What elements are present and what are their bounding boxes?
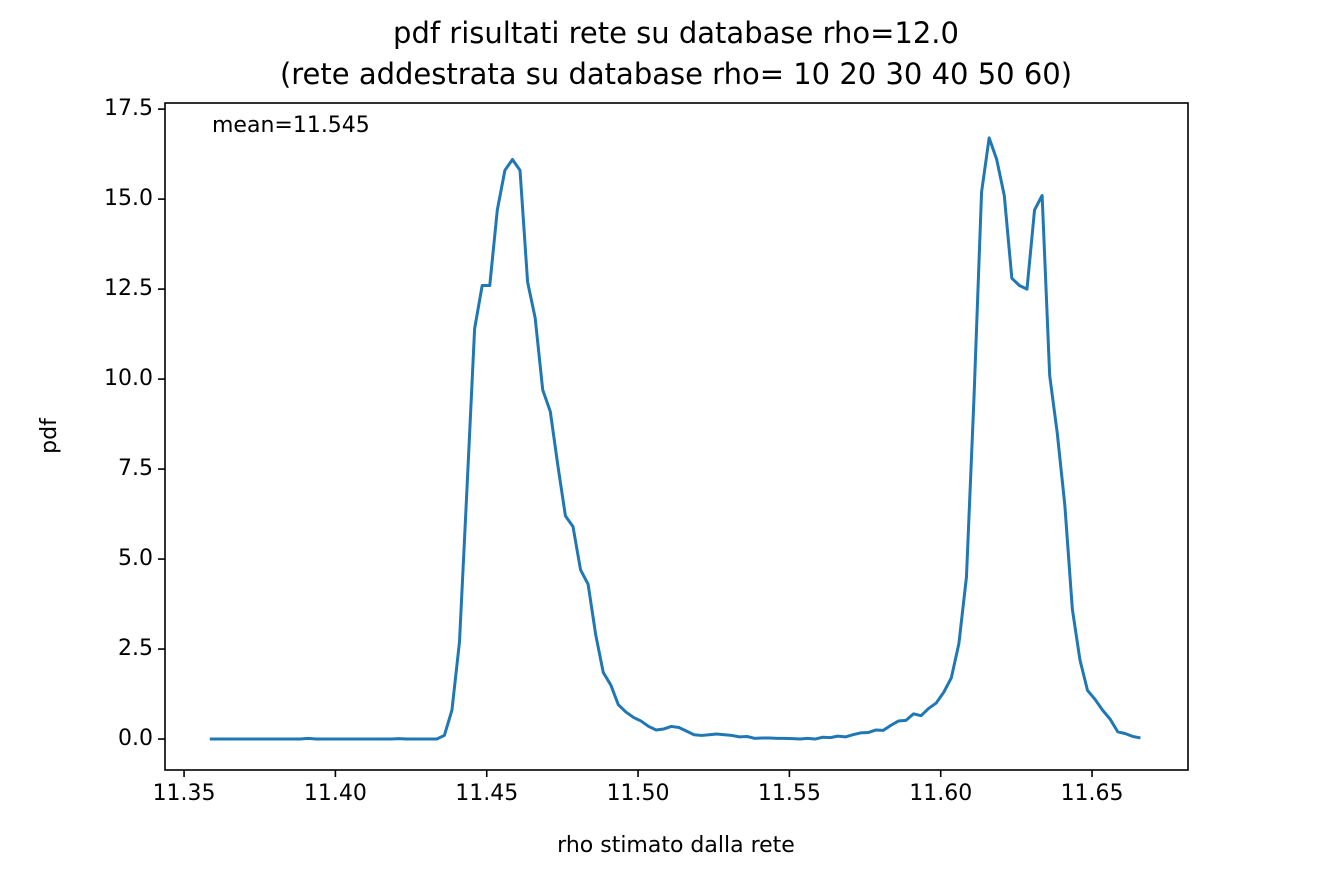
y-tick-label: 10.0 bbox=[104, 366, 153, 391]
y-tick-label: 12.5 bbox=[104, 276, 153, 301]
plot-frame bbox=[164, 102, 1189, 771]
y-tick-label: 5.0 bbox=[118, 546, 153, 571]
x-tick-label: 11.35 bbox=[153, 781, 216, 806]
data-line bbox=[209, 136, 1141, 741]
x-axis-label: rho stimato dalla rete bbox=[557, 833, 795, 858]
y-axis-label: pdf bbox=[37, 417, 62, 454]
x-tick-label: 11.65 bbox=[1061, 781, 1124, 806]
y-tick-label: 15.0 bbox=[104, 186, 153, 211]
x-tick-label: 11.50 bbox=[607, 781, 670, 806]
x-tick-label: 11.55 bbox=[758, 781, 821, 806]
y-tick-label: 2.5 bbox=[118, 636, 153, 661]
x-tick-label: 11.60 bbox=[909, 781, 972, 806]
x-tick-label: 11.45 bbox=[455, 781, 518, 806]
x-tick-label: 11.40 bbox=[304, 781, 367, 806]
chart-title: pdf risultati rete su database rho=12.0 bbox=[393, 16, 959, 50]
annotation: mean=11.545 bbox=[212, 113, 370, 138]
y-tick-label: 17.5 bbox=[104, 96, 153, 121]
y-tick-label: 0.0 bbox=[118, 726, 153, 751]
y-tick-label: 7.5 bbox=[118, 456, 153, 481]
chart-subtitle: (rete addestrata su database rho= 10 20 … bbox=[280, 57, 1072, 91]
